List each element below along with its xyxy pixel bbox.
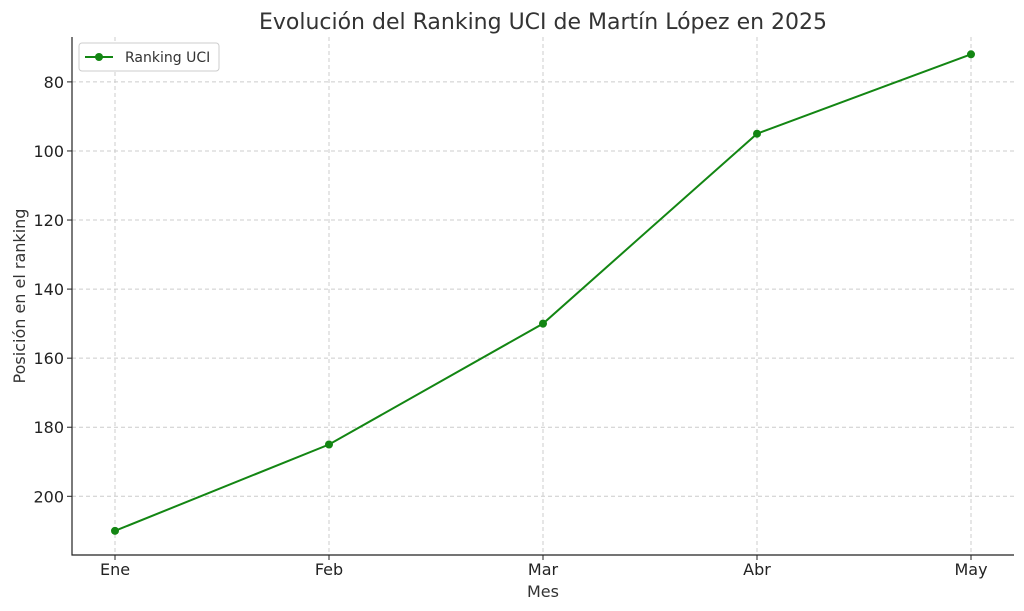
y-tick-label: 160 (33, 349, 64, 368)
grid-lines (72, 37, 1014, 555)
y-tick-label: 180 (33, 418, 64, 437)
x-tick-label: May (954, 560, 987, 579)
legend-point-marker (95, 53, 103, 61)
x-tick-label: Mar (528, 560, 559, 579)
x-tick-label: Feb (315, 560, 343, 579)
x-tick-label: Abr (743, 560, 771, 579)
data-point (325, 440, 333, 449)
data-point (111, 526, 119, 535)
y-axis-label: Posición en el ranking (10, 209, 29, 384)
x-axis-label: Mes (527, 582, 559, 601)
data-point (967, 50, 975, 59)
y-tick-label: 80 (44, 73, 64, 92)
y-tick-label: 200 (33, 487, 64, 506)
chart-title: Evolución del Ranking UCI de Martín Lópe… (259, 10, 827, 35)
y-tick-label: 120 (33, 211, 64, 230)
y-tick-label: 100 (33, 142, 64, 161)
legend-label: Ranking UCI (125, 50, 210, 66)
x-axis-ticks: Ene Feb Mar Abr May (100, 555, 988, 579)
data-point (539, 319, 547, 328)
y-tick-label: 140 (33, 280, 64, 299)
series-layer (111, 50, 975, 535)
legend-box (78, 42, 220, 72)
data-point (753, 129, 761, 138)
x-tick-label: Ene (100, 560, 130, 579)
legend: Ranking UCI (78, 42, 220, 72)
axis-spines (71, 37, 1014, 556)
y-axis-ticks: 80 100 120 140 160 180 200 (33, 73, 72, 506)
